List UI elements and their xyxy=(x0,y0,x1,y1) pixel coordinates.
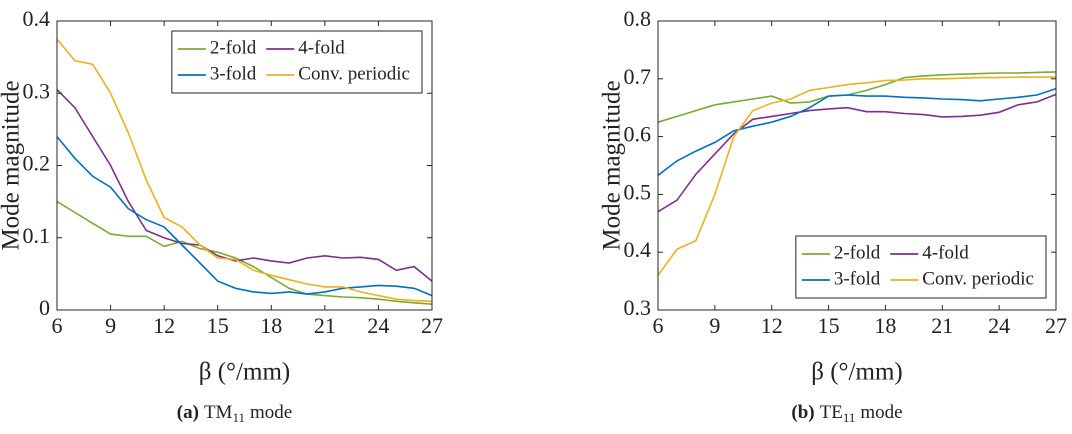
x-tick-label: 18 xyxy=(874,313,896,338)
y-tick-label: 0.3 xyxy=(624,295,652,320)
series-line xyxy=(657,93,1057,213)
x-tick-label: 27 xyxy=(421,313,443,338)
x-tick-label: 9 xyxy=(105,313,116,338)
caption-tail: mode xyxy=(250,402,292,423)
series-line xyxy=(657,71,1057,123)
series-line xyxy=(56,136,433,297)
legend-label: 3-fold xyxy=(210,63,257,84)
legend-label: Conv. periodic xyxy=(922,268,1034,289)
caption-tag: (a) xyxy=(177,402,199,423)
legend-label: 4-fold xyxy=(922,242,969,263)
legend-label: 2-fold xyxy=(834,242,881,263)
x-tick-label: 15 xyxy=(818,313,840,338)
caption-sub: 11 xyxy=(843,410,856,425)
x-tick-label: 18 xyxy=(260,313,282,338)
subplot: 6 9 12 15 18 21 24 27 0 0.1 0.2 0.3 0.4 β (°/mm) Mode … xyxy=(0,6,443,425)
caption-text: TE xyxy=(820,402,843,423)
caption-text: TM xyxy=(204,402,233,423)
y-tick-label: 0.1 xyxy=(23,223,51,248)
legend-label: 3-fold xyxy=(834,268,881,289)
legend-label: 2-fold xyxy=(210,37,257,58)
y-tick-label: 0.4 xyxy=(23,6,51,31)
axes-box xyxy=(657,20,1057,311)
x-tick-label: 9 xyxy=(709,313,720,338)
y-tick-label: 0.8 xyxy=(624,6,652,31)
caption: (b) TE11 mode xyxy=(791,402,902,425)
legend-box xyxy=(171,30,423,94)
x-axis-label: β (°/mm) xyxy=(199,359,290,386)
x-axis-label: β (°/mm) xyxy=(811,359,902,386)
series-line xyxy=(56,38,433,303)
y-tick-label: 0.6 xyxy=(624,122,652,147)
y-axis-label: Mode magnitude xyxy=(599,80,626,250)
y-axis-label: Mode magnitude xyxy=(0,80,25,250)
series-line xyxy=(56,89,433,282)
legend: 2-fold 4-fold 3-fold Conv. periodic xyxy=(171,30,423,94)
y-tick-label: 0.4 xyxy=(624,237,652,262)
legend-label: 4-fold xyxy=(298,37,345,58)
y-tick-label: 0 xyxy=(39,295,50,320)
legend: 2-fold 4-fold 3-fold Conv. periodic xyxy=(795,235,1047,299)
y-tick-label: 0.7 xyxy=(624,64,652,89)
legend-label: Conv. periodic xyxy=(298,63,410,84)
x-tick-label: 27 xyxy=(1045,313,1067,338)
caption-tag: (b) xyxy=(791,402,814,423)
caption-tail: mode xyxy=(860,402,902,423)
y-tick-label: 0.3 xyxy=(23,78,51,103)
x-tick-label: 21 xyxy=(314,313,336,338)
x-tick-label: 21 xyxy=(931,313,953,338)
series-line xyxy=(56,200,433,305)
x-tick-label: 15 xyxy=(207,313,229,338)
x-tick-label: 24 xyxy=(367,313,389,338)
subplot: 6 9 12 15 18 21 24 27 0.3 0.4 0.5 0.6 0.7 0.8 β (°/mm)… xyxy=(599,6,1067,425)
caption-sub: 11 xyxy=(232,410,245,425)
caption: (a) TM11 mode xyxy=(177,402,292,425)
x-tick-label: 6 xyxy=(653,313,664,338)
x-tick-label: 12 xyxy=(761,313,783,338)
x-tick-label: 6 xyxy=(52,313,63,338)
x-tick-label: 12 xyxy=(153,313,175,338)
series-line xyxy=(657,87,1057,176)
y-tick-label: 0.2 xyxy=(23,151,51,176)
x-tick-label: 24 xyxy=(988,313,1010,338)
legend-box xyxy=(795,235,1047,299)
series-line xyxy=(657,76,1056,276)
y-tick-label: 0.5 xyxy=(624,179,652,204)
